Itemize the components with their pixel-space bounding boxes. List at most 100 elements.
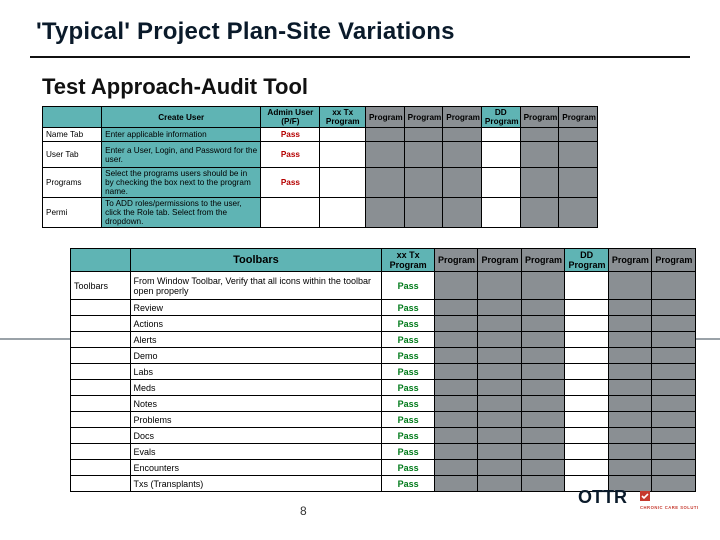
row-label [71,412,131,428]
row-status: Pass [382,316,435,332]
cell [434,412,477,428]
cell [320,128,365,142]
cell [521,428,564,444]
table-row: MedsPass [71,380,696,396]
row-status: Pass [382,300,435,316]
cell [565,332,608,348]
cell [320,168,365,198]
row-label [71,476,131,492]
row-desc: Alerts [130,332,382,348]
cell [565,364,608,380]
slide-title: 'Typical' Project Plan-Site Variations [36,18,455,46]
table-header-row: Toolbars xx Tx Program Program Program P… [71,249,696,272]
table-row: DocsPass [71,428,696,444]
table-row: PermiTo ADD roles/permissions to the use… [43,198,598,228]
row-status: Pass [382,396,435,412]
row-desc: Labs [130,364,382,380]
row-status: Pass [261,128,320,142]
cell [320,142,365,168]
hdr-program: Program [559,107,598,128]
hdr-program: Program [434,249,477,272]
cell [478,380,521,396]
row-desc: Select the programs users should be in b… [102,168,261,198]
table-row: NotesPass [71,396,696,412]
cell [608,272,651,300]
cell [434,300,477,316]
hdr-blank [43,107,102,128]
cell [434,272,477,300]
cell [434,332,477,348]
cell [565,300,608,316]
row-label: Programs [43,168,102,198]
table-row: LabsPass [71,364,696,380]
row-desc: Enter applicable information [102,128,261,142]
row-label [71,380,131,396]
row-label [71,348,131,364]
hdr-program: Program [365,107,404,128]
row-label [71,428,131,444]
hdr-xx-tx: xx Tx Program [320,107,365,128]
cell [520,142,559,168]
row-label [71,444,131,460]
cell [559,128,598,142]
hdr-xx-tx: xx Tx Program [382,249,435,272]
ottr-logo: OTTR CHRONIC CARE SOLUTIONS [578,485,698,526]
cell [434,316,477,332]
logo-tagline: CHRONIC CARE SOLUTIONS [640,505,698,510]
row-status: Pass [382,332,435,348]
cell [608,396,651,412]
cell [481,142,520,168]
cell [652,380,696,396]
cell [652,316,696,332]
cell [365,168,404,198]
page-number: 8 [300,504,307,518]
row-desc: Problems [130,412,382,428]
cell [565,444,608,460]
cell [652,332,696,348]
slide-subtitle: Test Approach-Audit Tool [42,74,308,100]
cell [443,142,482,168]
hdr-blank [71,249,131,272]
toolbars-table: Toolbars xx Tx Program Program Program P… [70,248,696,492]
table-row: EncountersPass [71,460,696,476]
row-desc: Actions [130,316,382,332]
cell [608,316,651,332]
cell [521,272,564,300]
logo-text: OTTR [578,487,627,507]
table-row: AlertsPass [71,332,696,348]
row-status: Pass [382,476,435,492]
cell [521,348,564,364]
row-label [71,460,131,476]
cell [478,300,521,316]
cell [521,380,564,396]
row-desc: Meds [130,380,382,396]
cell [565,348,608,364]
cell [434,476,477,492]
row-status: Pass [382,364,435,380]
cell [652,364,696,380]
hdr-create-user: Create User [102,107,261,128]
row-desc: Notes [130,396,382,412]
cell [443,168,482,198]
row-label [71,332,131,348]
cell [434,364,477,380]
row-label [71,316,131,332]
create-user-table: Create User Admin User (P/F) xx Tx Progr… [42,106,598,228]
table-row: ActionsPass [71,316,696,332]
cell [404,142,443,168]
row-status: Pass [382,444,435,460]
cell [565,316,608,332]
row-label: Name Tab [43,128,102,142]
row-label: Toolbars [71,272,131,300]
title-rule [30,56,690,58]
table-row: User TabEnter a User, Login, and Passwor… [43,142,598,168]
hdr-program: Program [443,107,482,128]
cell [608,428,651,444]
cell [434,428,477,444]
cell [478,428,521,444]
cell [608,380,651,396]
cell [521,332,564,348]
cell [434,396,477,412]
row-desc: Docs [130,428,382,444]
hdr-program: Program [521,249,564,272]
